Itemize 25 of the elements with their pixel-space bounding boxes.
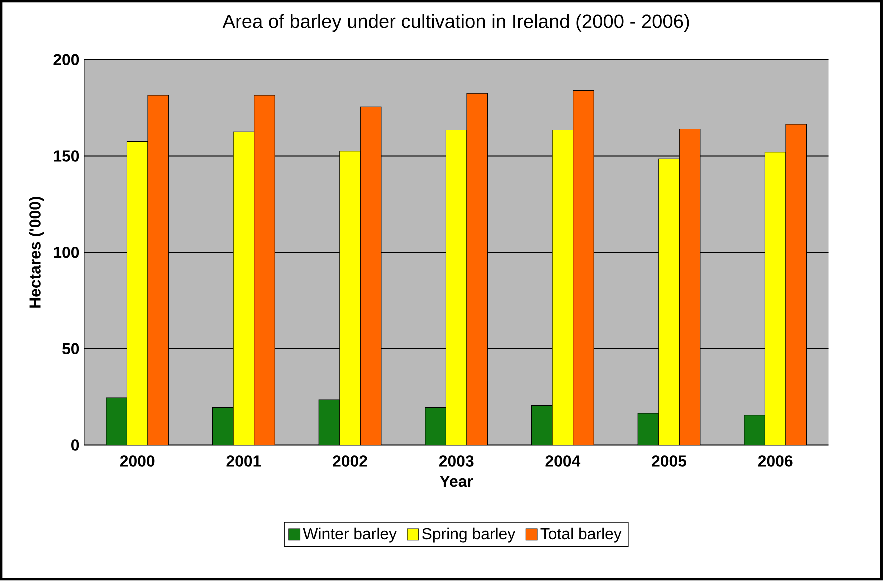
bar: [680, 129, 700, 446]
legend-label: Spring barley: [422, 528, 516, 543]
x-tick-label: 2001: [226, 456, 262, 468]
y-tick-label: 200: [54, 54, 80, 66]
bar: [573, 90, 594, 446]
bar: [360, 107, 382, 446]
y-tick-label: 150: [54, 150, 80, 162]
bar: [254, 96, 276, 446]
x-tick-label: 2005: [652, 456, 687, 468]
y-tick-label: 50: [62, 343, 80, 355]
y-tick-label: 0: [72, 440, 80, 452]
y-tick-label: 100: [54, 247, 80, 258]
x-tick-label: 2006: [758, 456, 793, 468]
legend-label: Winter barley: [303, 528, 397, 543]
x-axis-title: Year: [440, 476, 474, 488]
x-tick-label: 2003: [439, 456, 474, 468]
x-tick-label: 2002: [333, 456, 368, 468]
legend-label: Total barley: [540, 528, 622, 543]
bar: [148, 96, 169, 446]
bar: [786, 124, 808, 446]
chart-title: Area of barley under cultivation in Ireland (2000 - 2006): [222, 14, 690, 32]
x-tick-label: 2004: [546, 456, 581, 468]
y-axis-title: Hectares ('000): [29, 197, 44, 308]
x-tick-label: 2000: [120, 456, 155, 468]
bar: [467, 94, 488, 446]
